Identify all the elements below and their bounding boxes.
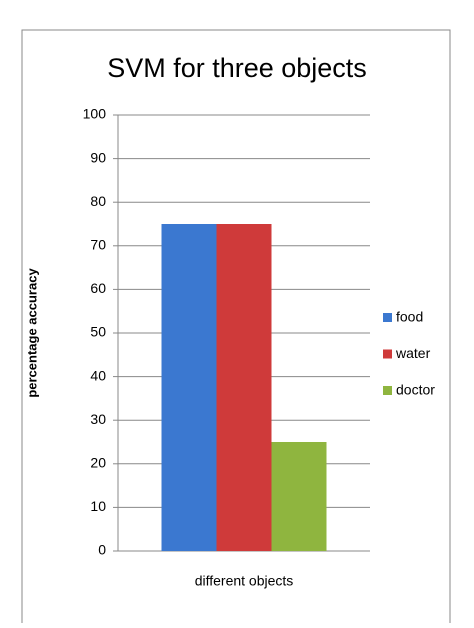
y-tick-label: 40 <box>90 367 106 383</box>
y-tick-label: 60 <box>90 280 106 296</box>
legend-label: food <box>396 309 423 325</box>
y-axis-label: percentage accuracy <box>24 268 39 398</box>
bar <box>216 224 272 551</box>
y-tick-label: 0 <box>98 542 106 558</box>
legend-label: doctor <box>396 382 435 398</box>
x-tick-label: different objects <box>195 573 294 589</box>
y-tick-label: 50 <box>90 324 106 340</box>
bar <box>161 224 217 551</box>
y-tick-label: 100 <box>83 106 107 122</box>
y-tick-label: 90 <box>90 149 106 165</box>
legend-swatch <box>383 313 392 322</box>
y-tick-label: 80 <box>90 193 106 209</box>
y-tick-label: 70 <box>90 237 106 253</box>
legend-swatch <box>383 386 392 395</box>
y-tick-label: 30 <box>90 411 106 427</box>
bar <box>271 442 327 551</box>
legend-swatch <box>383 349 392 359</box>
chart-title: SVM for three objects <box>107 53 367 83</box>
y-tick-label: 20 <box>90 455 106 471</box>
legend-label: water <box>395 345 431 361</box>
y-tick-label: 10 <box>90 498 106 514</box>
